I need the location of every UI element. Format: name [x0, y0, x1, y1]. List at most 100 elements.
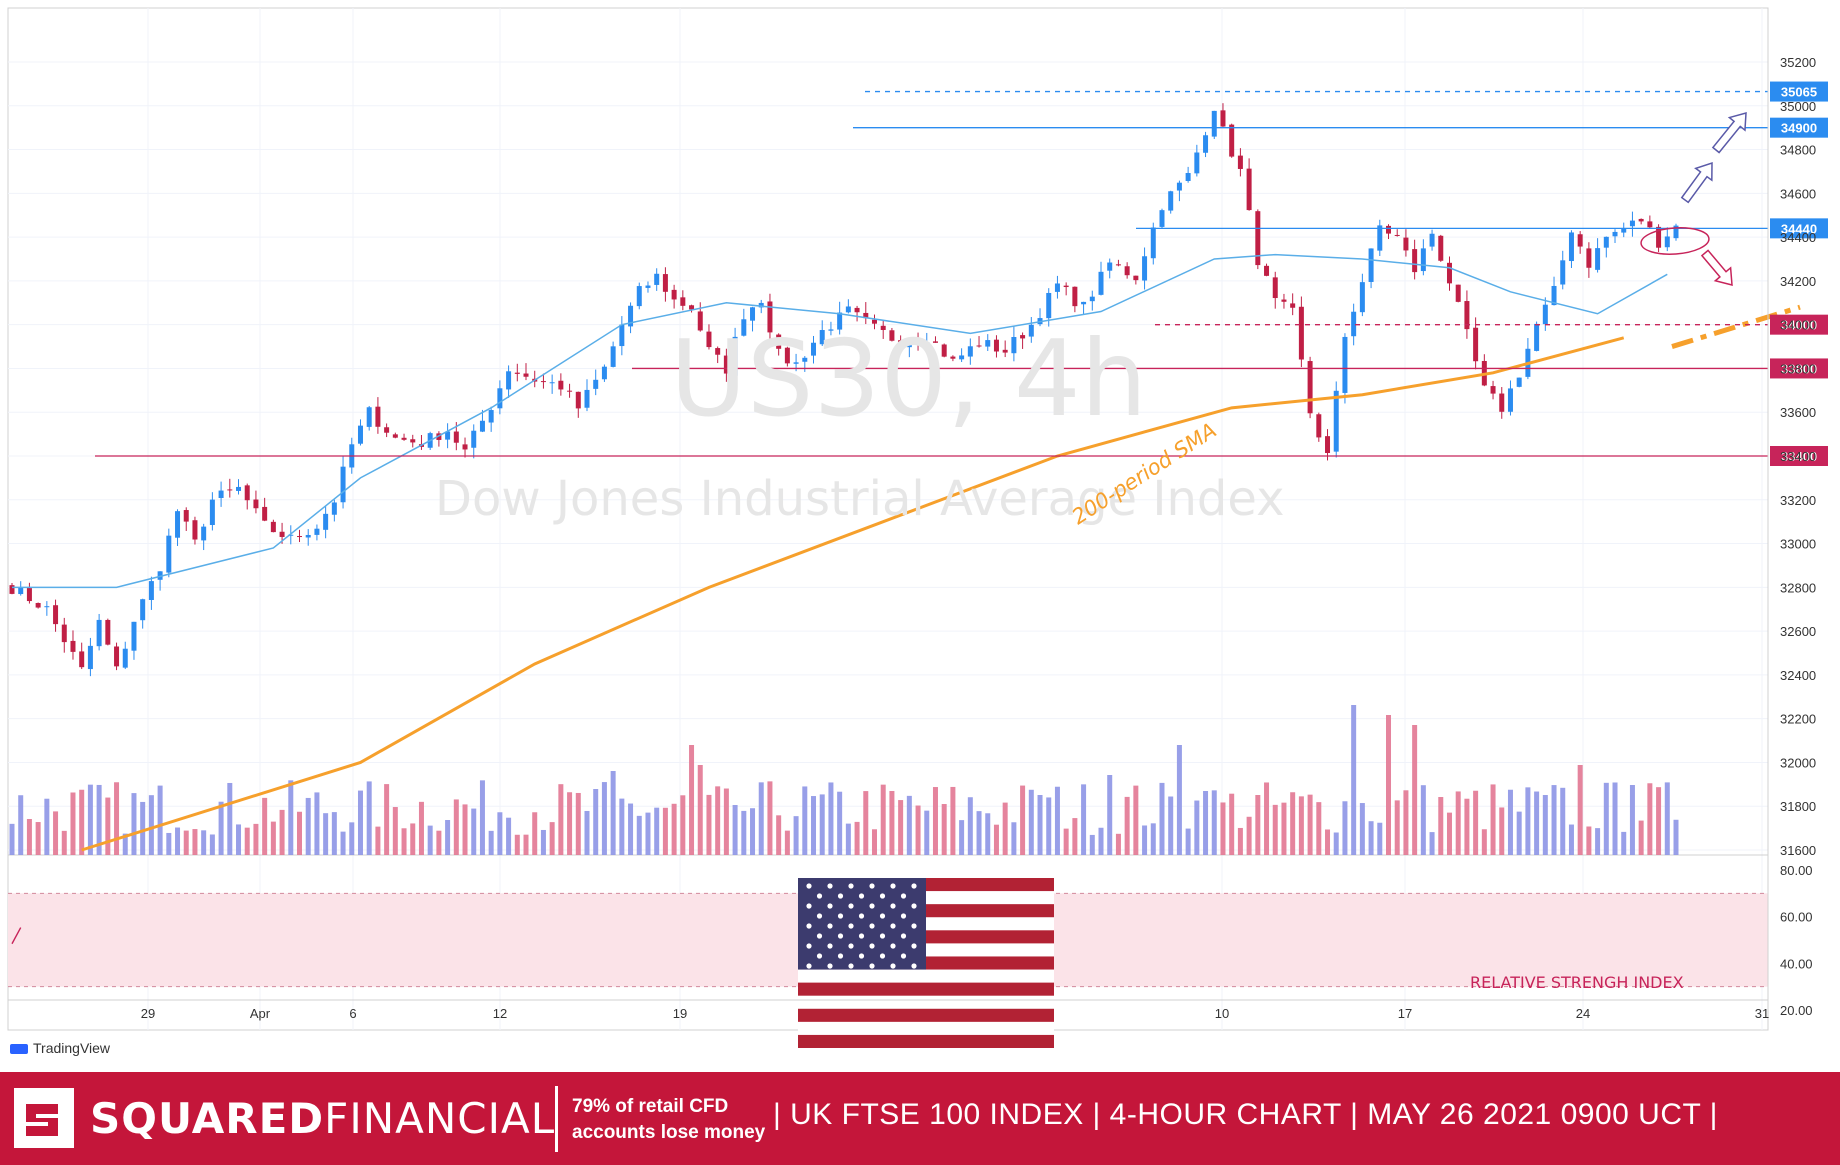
volume-bar: [427, 825, 433, 855]
volume-bar: [1020, 785, 1026, 855]
flag-star: [816, 953, 823, 959]
horizontal-levels: [95, 90, 1768, 457]
volume-bar: [976, 811, 982, 855]
candle-body: [1664, 236, 1670, 248]
candle-body: [540, 381, 546, 383]
volume-bar: [479, 780, 485, 855]
level-label-box: [1770, 358, 1828, 379]
candle-body: [1325, 436, 1331, 454]
volume-bar: [384, 784, 390, 855]
candle-body: [1586, 248, 1592, 268]
volume-bar: [950, 786, 956, 855]
volume-bar: [793, 816, 799, 855]
volume-bar: [87, 784, 93, 855]
volume-bar: [1595, 828, 1601, 855]
volume-bar: [236, 824, 242, 855]
candle-body: [1316, 414, 1322, 438]
candle-body: [87, 645, 93, 670]
candle-body: [1534, 323, 1540, 351]
candle-body: [1185, 173, 1191, 181]
candle-body: [9, 585, 15, 594]
volume-bar: [166, 832, 172, 855]
candle-body: [1194, 152, 1200, 174]
volume-bar: [79, 789, 85, 855]
volume-bar: [558, 784, 564, 855]
price-tick: 34200: [1780, 274, 1816, 289]
volume-bar: [1412, 725, 1418, 855]
price-tick: 32400: [1780, 668, 1816, 683]
volume-bar: [828, 782, 834, 855]
volume-bar: [1525, 787, 1531, 855]
volume-bar: [1516, 811, 1522, 855]
volume-bar: [1203, 791, 1209, 855]
candle-body: [471, 430, 477, 448]
candle-body: [122, 648, 128, 668]
candle-body: [654, 273, 660, 285]
volume-bar: [697, 765, 703, 855]
candle-body: [1568, 232, 1574, 262]
volume-bar: [593, 789, 599, 855]
volume-bar: [270, 821, 276, 855]
volume-bar: [1237, 827, 1243, 855]
watermark-symbol: US30, 4h: [670, 318, 1147, 440]
volume-bar: [715, 786, 721, 855]
volume-bar: [1098, 827, 1104, 855]
price-tick: 33200: [1780, 493, 1816, 508]
candle-body: [1473, 327, 1479, 362]
candle-body: [915, 342, 921, 344]
flag-star: [879, 953, 886, 959]
time-tick: 24: [1576, 1006, 1590, 1021]
flag-star: [816, 893, 823, 899]
flag-star: [837, 953, 844, 959]
volume-bar: [1507, 789, 1513, 855]
volume-bar: [767, 781, 773, 855]
flag-star: [848, 923, 854, 929]
candle-body: [1446, 262, 1452, 284]
volume-bar: [662, 807, 668, 855]
candle-body: [619, 324, 625, 347]
footer-divider: [555, 1086, 558, 1152]
price-tick: 33000: [1780, 537, 1816, 552]
flag-star: [816, 913, 823, 919]
candle-body: [567, 390, 573, 392]
candle-body: [793, 362, 799, 364]
level-label-box: [1770, 117, 1828, 138]
candle-body: [236, 486, 242, 491]
volume-bar: [192, 829, 198, 855]
candle-body: [1290, 303, 1296, 308]
candle-body: [26, 588, 32, 602]
candle-body: [1124, 266, 1130, 276]
candle-body: [331, 502, 337, 515]
volume-bar: [1499, 807, 1505, 855]
candle-body: [741, 319, 747, 336]
candle-body: [114, 646, 120, 667]
candle-body: [1220, 110, 1226, 127]
candle-body: [1089, 296, 1095, 302]
candle-body: [584, 389, 590, 408]
volume-bar: [201, 830, 207, 855]
candle-body: [1159, 210, 1165, 227]
candle-body: [61, 624, 67, 643]
flag-star: [827, 903, 833, 909]
volume-bar: [532, 812, 538, 855]
volume-bar: [471, 808, 477, 855]
flag-star: [806, 923, 812, 929]
volume-bar: [784, 830, 790, 855]
flag-star: [900, 913, 907, 919]
volume-bar: [1560, 787, 1566, 855]
volume-bar: [601, 782, 607, 855]
level-label: 34900: [1781, 121, 1817, 136]
candle-body: [279, 531, 285, 537]
level-label: 34000: [1781, 318, 1817, 333]
candle-body: [1560, 260, 1566, 285]
flag-star: [848, 943, 854, 949]
candle-body: [166, 535, 172, 573]
volume-bar: [723, 788, 729, 855]
candle-body: [1368, 248, 1374, 282]
price-tick: 32800: [1780, 580, 1816, 595]
volume-bar: [1551, 785, 1557, 855]
candle-body: [898, 340, 904, 349]
candle-body: [384, 427, 390, 433]
volume-bar: [1568, 824, 1574, 855]
candle-body: [1438, 235, 1444, 261]
